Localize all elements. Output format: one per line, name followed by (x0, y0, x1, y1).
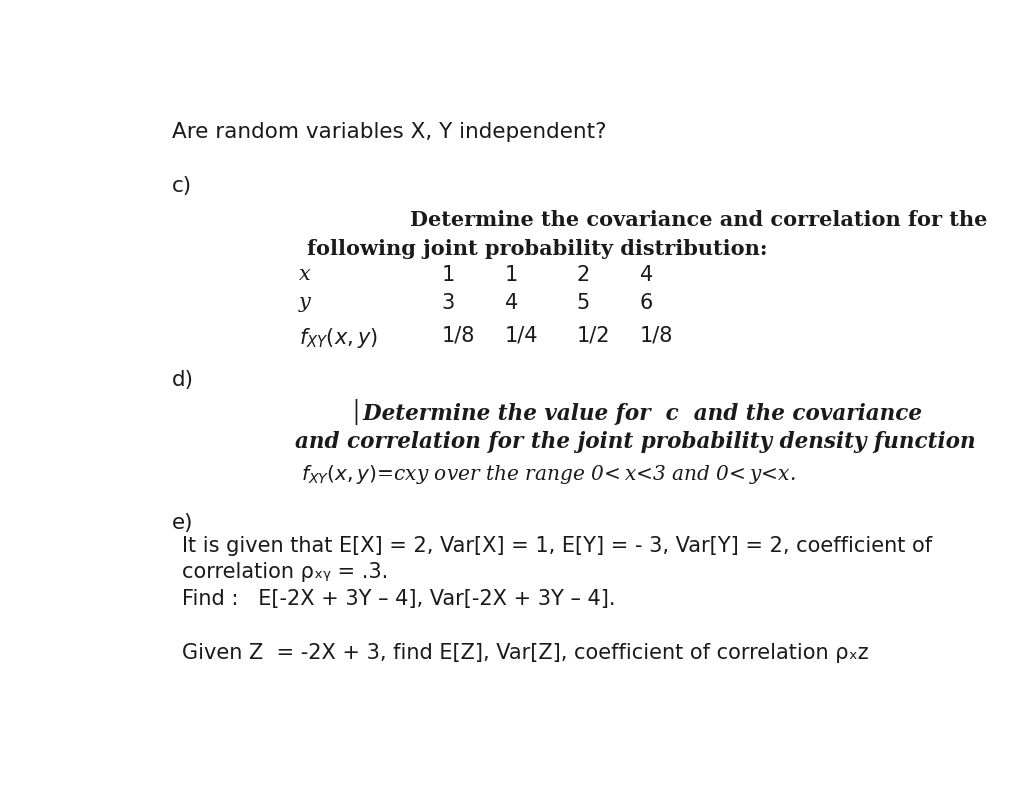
Text: 1: 1 (441, 265, 455, 286)
Text: Given Z  = -2X + 3, find E[Z], Var[Z], coefficient of correlation ρₓz: Given Z = -2X + 3, find E[Z], Var[Z], co… (182, 643, 868, 663)
Text: 5: 5 (577, 294, 590, 313)
Text: Determine the covariance and correlation for the: Determine the covariance and correlation… (410, 209, 987, 230)
Text: 4: 4 (505, 294, 518, 313)
Text: e): e) (172, 512, 194, 533)
Text: Find :   E[-2X + 3Y – 4], Var[-2X + 3Y – 4].: Find : E[-2X + 3Y – 4], Var[-2X + 3Y – 4… (182, 589, 615, 609)
Text: $f_{XY}(x, y)$: $f_{XY}(x, y)$ (299, 326, 378, 350)
Text: 1/8: 1/8 (640, 326, 673, 346)
Text: d): d) (172, 370, 194, 390)
Text: 1: 1 (505, 265, 518, 286)
Text: 1/4: 1/4 (505, 326, 539, 346)
Text: 1/8: 1/8 (441, 326, 475, 346)
Text: following joint probability distribution:: following joint probability distribution… (306, 238, 767, 259)
Text: 3: 3 (441, 294, 455, 313)
Text: 2: 2 (577, 265, 590, 286)
Text: 1/2: 1/2 (577, 326, 610, 346)
Text: and correlation for the joint probability density function: and correlation for the joint probabilit… (295, 430, 975, 453)
Text: $f_{XY}(x,y)$=cxy over the range 0< x<3 and 0< y<x.: $f_{XY}(x,y)$=cxy over the range 0< x<3 … (301, 463, 796, 486)
Text: y: y (299, 294, 310, 312)
Text: 4: 4 (640, 265, 653, 286)
Text: correlation ρₓᵧ = .3.: correlation ρₓᵧ = .3. (182, 562, 388, 582)
Text: x: x (299, 265, 310, 284)
Text: It is given that E[X] = 2, Var[X] = 1, E[Y] = - 3, Var[Y] = 2, coefficient of: It is given that E[X] = 2, Var[X] = 1, E… (182, 536, 932, 556)
Text: c): c) (172, 176, 191, 196)
Text: │Determine the value for  c  and the covariance: │Determine the value for c and the covar… (350, 399, 923, 425)
Text: 6: 6 (640, 294, 653, 313)
Text: Are random variables X, Y independent?: Are random variables X, Y independent? (172, 122, 606, 142)
